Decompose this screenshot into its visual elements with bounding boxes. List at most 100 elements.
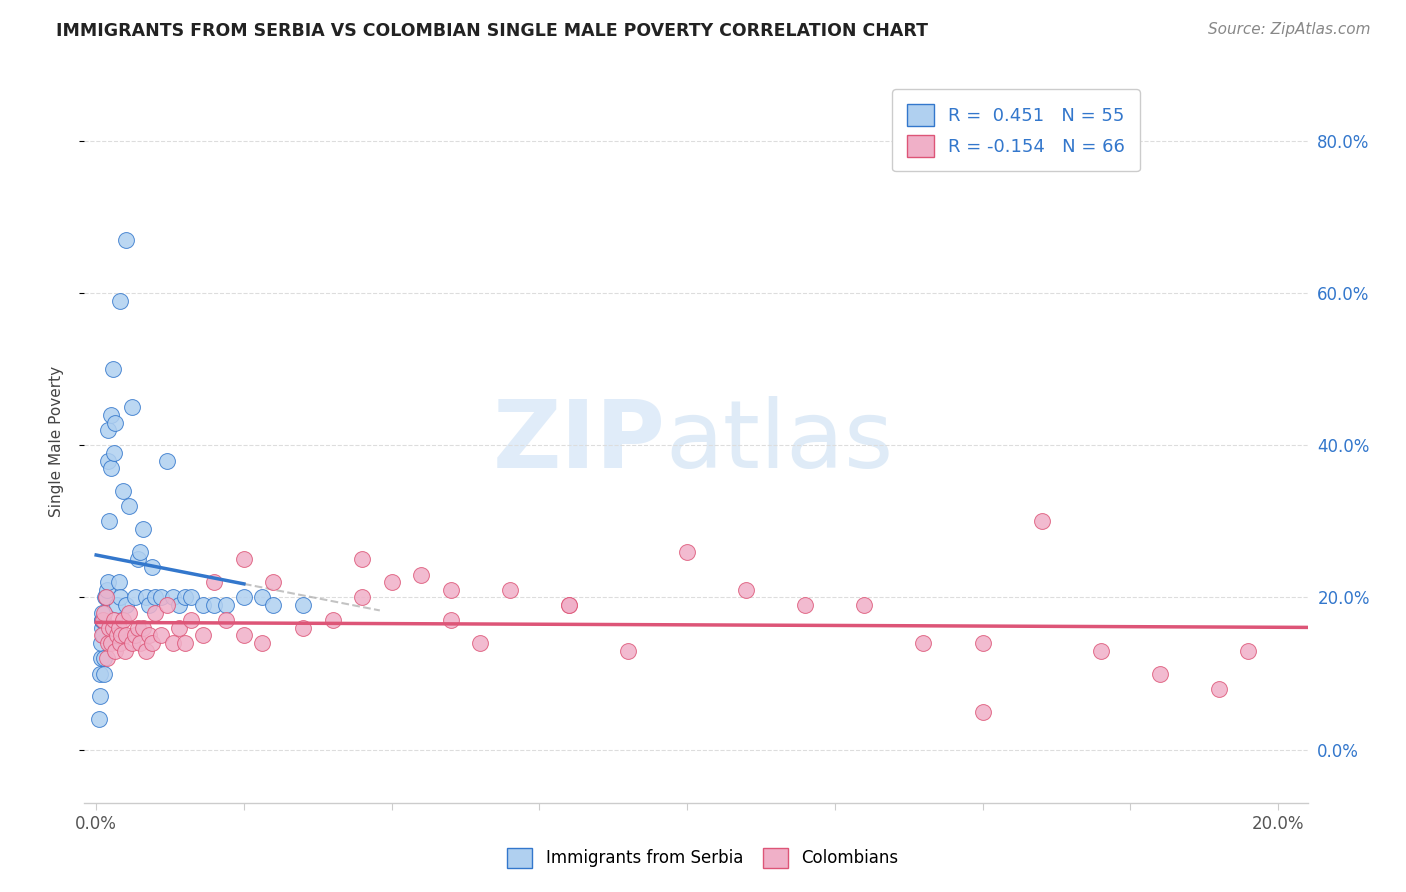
Point [103, 628, 125, 642]
Point [143, 606, 166, 620]
Point [202, 598, 225, 612]
Point [114, 628, 136, 642]
Point [104, 416, 127, 430]
Point [150, 591, 173, 605]
Point [91, 613, 114, 627]
Point [118, 499, 141, 513]
Point [121, 401, 143, 415]
Point [411, 567, 433, 582]
Point [972, 705, 994, 719]
Point [156, 453, 179, 467]
Point [141, 560, 163, 574]
Point [132, 621, 155, 635]
Point [127, 621, 149, 635]
Point [105, 628, 128, 642]
Legend: R =  0.451   N = 55, R = -0.154   N = 66: R = 0.451 N = 55, R = -0.154 N = 66 [893, 89, 1139, 171]
Point [111, 483, 134, 498]
Point [440, 613, 463, 627]
Point [90, 651, 112, 665]
Point [499, 582, 522, 597]
Point [89, 712, 111, 726]
Point [118, 606, 141, 620]
Point [111, 613, 134, 627]
Point [101, 621, 124, 635]
Point [135, 643, 157, 657]
Point [127, 552, 149, 566]
Point [191, 598, 214, 612]
Point [292, 621, 315, 635]
Point [191, 628, 214, 642]
Point [90, 636, 112, 650]
Text: Source: ZipAtlas.com: Source: ZipAtlas.com [1208, 22, 1371, 37]
Point [143, 591, 166, 605]
Point [91, 606, 114, 620]
Point [107, 621, 129, 635]
Point [91, 613, 114, 627]
Point [96, 582, 118, 597]
Point [138, 598, 160, 612]
Point [124, 628, 146, 642]
Point [262, 575, 284, 590]
Point [250, 636, 273, 650]
Point [1090, 643, 1112, 657]
Text: IMMIGRANTS FROM SERBIA VS COLOMBIAN SINGLE MALE POVERTY CORRELATION CHART: IMMIGRANTS FROM SERBIA VS COLOMBIAN SING… [56, 22, 928, 40]
Point [100, 408, 122, 422]
Point [89, 690, 111, 704]
Point [141, 636, 163, 650]
Point [150, 628, 173, 642]
Point [173, 636, 195, 650]
Point [470, 636, 492, 650]
Point [250, 591, 273, 605]
Point [135, 591, 157, 605]
Point [262, 598, 284, 612]
Point [103, 613, 125, 627]
Point [167, 598, 190, 612]
Point [232, 552, 254, 566]
Point [440, 582, 463, 597]
Point [794, 598, 817, 612]
Point [110, 628, 132, 642]
Point [232, 628, 254, 642]
Point [93, 606, 115, 620]
Point [97, 423, 120, 437]
Point [1208, 681, 1230, 696]
Point [103, 446, 125, 460]
Point [97, 453, 120, 467]
Point [114, 598, 136, 612]
Point [97, 575, 120, 590]
Point [114, 233, 136, 247]
Point [676, 545, 699, 559]
Point [1031, 515, 1053, 529]
Point [108, 591, 131, 605]
Point [162, 591, 184, 605]
Point [215, 598, 238, 612]
Point [91, 621, 114, 635]
Point [100, 636, 122, 650]
Point [162, 636, 184, 650]
Point [558, 598, 581, 612]
Point [98, 621, 121, 635]
Point [381, 575, 404, 590]
Point [91, 613, 114, 627]
Point [98, 515, 121, 529]
Point [232, 591, 254, 605]
Legend: Immigrants from Serbia, Colombians: Immigrants from Serbia, Colombians [501, 841, 905, 875]
Point [101, 362, 124, 376]
Point [972, 636, 994, 650]
Point [352, 591, 374, 605]
Point [558, 598, 581, 612]
Point [215, 613, 238, 627]
Point [94, 591, 117, 605]
Point [114, 643, 136, 657]
Point [105, 598, 128, 612]
Point [97, 636, 120, 650]
Point [108, 293, 131, 308]
Point [1237, 643, 1260, 657]
Point [1149, 666, 1171, 681]
Point [93, 651, 115, 665]
Point [912, 636, 935, 650]
Point [853, 598, 876, 612]
Point [180, 591, 202, 605]
Point [93, 666, 115, 681]
Text: atlas: atlas [665, 395, 894, 488]
